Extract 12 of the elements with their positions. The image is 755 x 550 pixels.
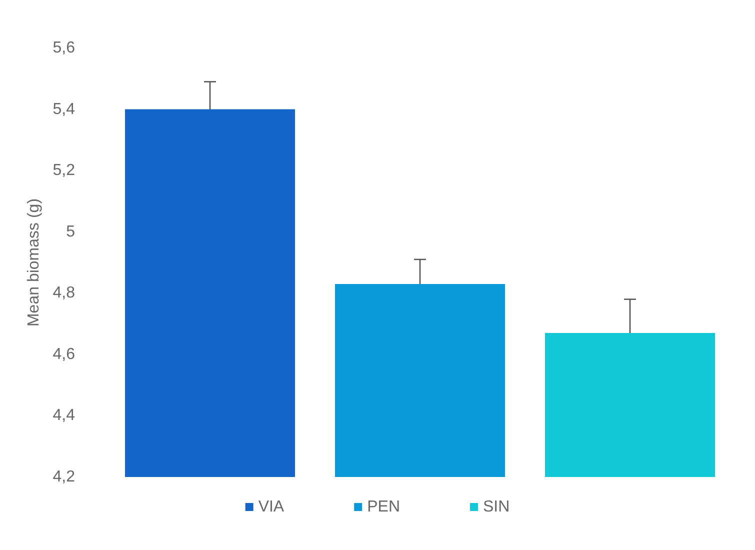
y-tick-label: 4,8 [52,284,76,302]
y-tick-label: 5,2 [52,162,76,180]
legend-label: PEN [367,498,400,516]
legend-label: VIA [258,498,284,516]
y-tick-label: 4,6 [52,346,76,363]
y-tick-label: 5,6 [52,40,76,56]
y-tick-label: 4,2 [52,468,76,486]
y-tick-label: 4,4 [52,407,76,424]
y-tick-label: 5 [66,223,76,240]
y-tick-label: 5,4 [52,100,76,118]
y-axis-title: Mean biomass (g) [25,198,42,327]
legend-label: SIN [483,498,510,516]
